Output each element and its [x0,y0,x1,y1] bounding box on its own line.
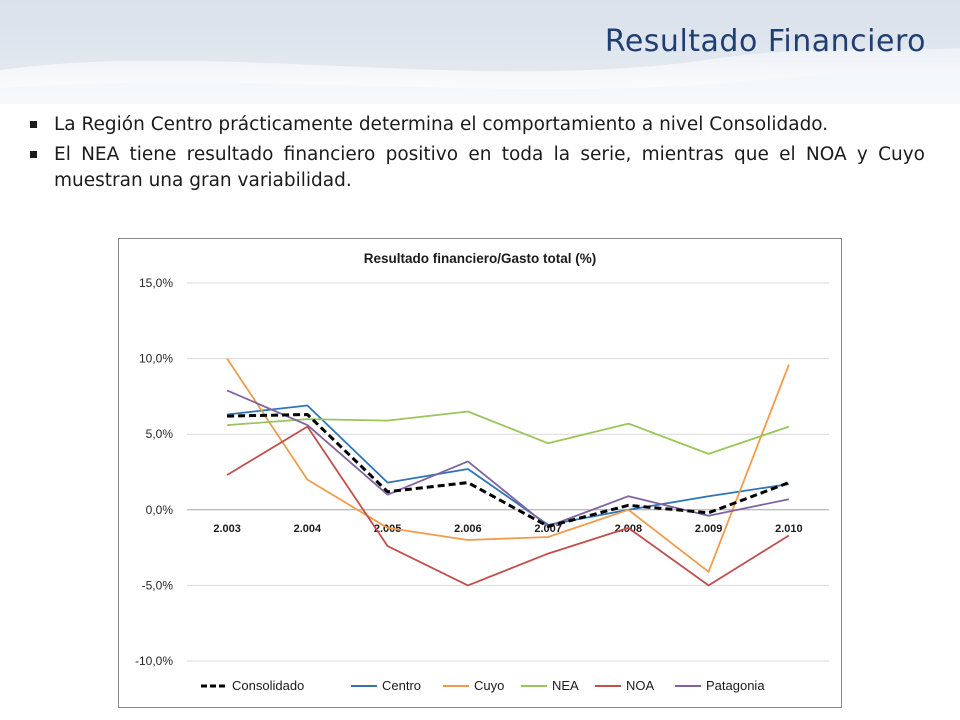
y-tick-label: 5,0% [146,427,174,441]
line-chart: Resultado financiero/Gasto total (%) 15,0… [135,251,829,693]
legend-label: Patagonia [706,678,765,693]
x-tick-label: 2.009 [695,523,723,535]
chart-title: Resultado financiero/Gasto total (%) [364,251,597,266]
y-tick-label: 0,0% [146,503,174,517]
series-line-centro [226,404,790,526]
legend-label: Centro [382,678,421,693]
legend-label: NEA [552,678,579,693]
series-line-nea [227,410,790,455]
series-line-cuyo [226,358,790,573]
bullet-text: La Región Centro prácticamente determina… [54,114,829,135]
square-bullet-icon [30,121,37,128]
bullet-text: El NEA tiene resultado financiero positi… [54,144,925,191]
bullet-list: La Región Centro prácticamente determina… [30,112,925,198]
x-tick-label: 2.010 [775,523,803,535]
bullet-item: La Región Centro prácticamente determina… [30,112,925,138]
y-tick-label: 10,0% [139,352,173,366]
legend-label: Consolidado [232,678,304,693]
header-wave-decoration [0,0,960,104]
legend-label: Cuyo [474,678,504,693]
y-tick-label: 15,0% [139,276,173,290]
square-bullet-icon [30,151,37,158]
chart-frame: Resultado financiero/Gasto total (%) 15,0… [118,238,842,708]
slide-title: Resultado Financiero [604,24,926,59]
legend-label: NOA [626,678,655,693]
y-tick-label: -10,0% [135,654,173,668]
bullet-item: El NEA tiene resultado financiero positi… [30,142,925,194]
x-tick-label: 2.007 [534,523,562,535]
y-tick-label: -5,0% [142,578,174,592]
series-line-patagonia [226,389,790,528]
x-tick-label: 2.004 [294,523,322,535]
x-tick-label: 2.006 [454,523,482,535]
series-line-noa [226,425,790,587]
x-tick-label: 2.003 [213,523,241,535]
